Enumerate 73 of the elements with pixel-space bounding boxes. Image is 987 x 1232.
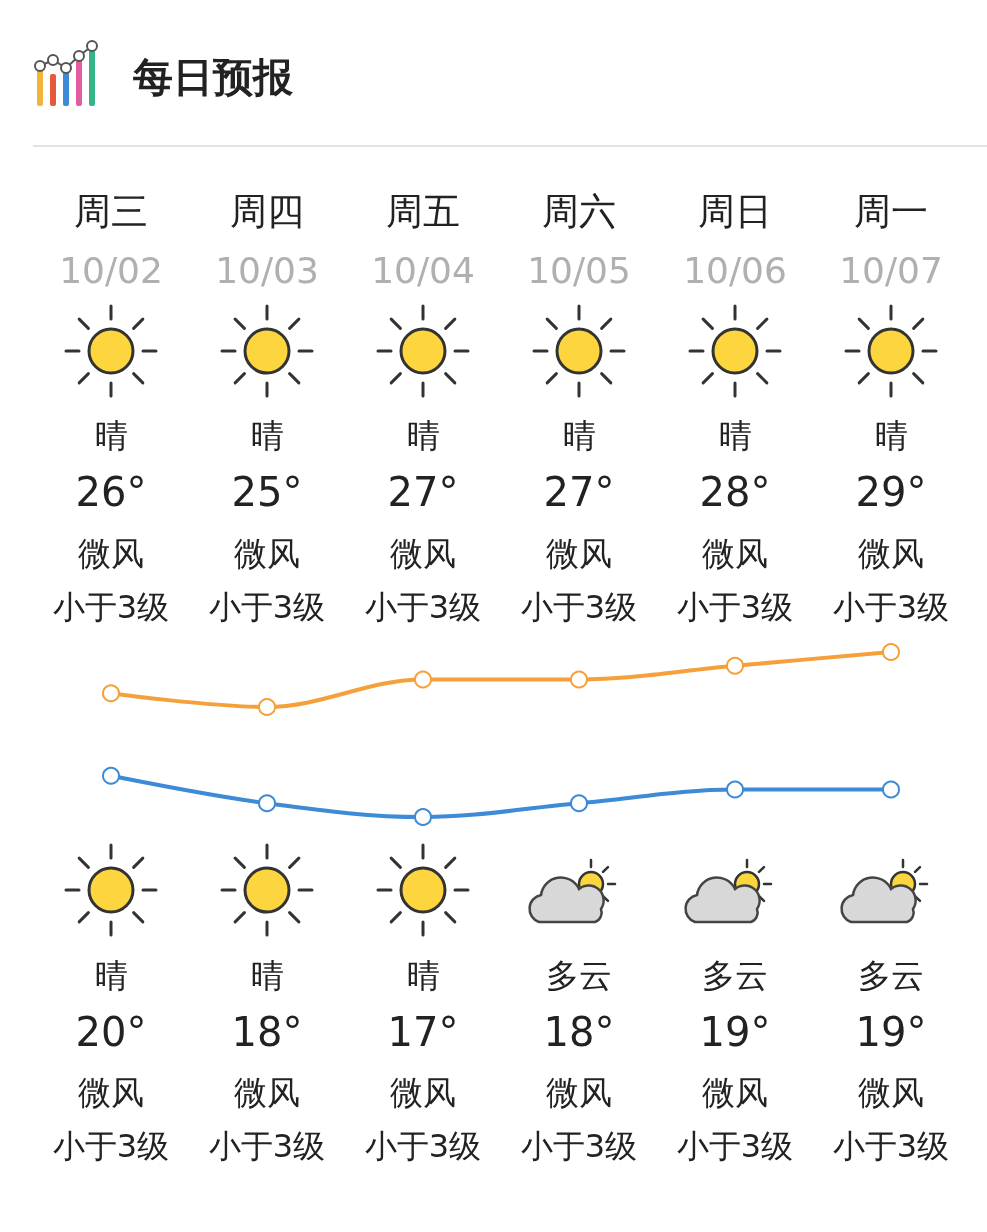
- point: [570, 794, 588, 813]
- data-label: 27°: [387, 469, 459, 515]
- x-tick-label: 周五: [386, 190, 460, 233]
- x-tick-label: 周三: [74, 190, 148, 233]
- text: 小于3级: [520, 1127, 638, 1165]
- x-tick-label: 周六: [542, 190, 616, 233]
- data-label: 20°: [75, 1009, 147, 1055]
- text: 小于3级: [520, 588, 638, 626]
- data-label: 18°: [543, 1009, 615, 1055]
- text: 微风: [702, 1072, 768, 1112]
- point: [726, 780, 744, 799]
- text: 微风: [858, 1072, 924, 1112]
- data-label: 27°: [543, 469, 615, 515]
- text: 10/05: [527, 249, 631, 291]
- point: [882, 780, 900, 799]
- text: 小于3级: [832, 1127, 950, 1165]
- point: [258, 698, 276, 716]
- text: 小于3级: [676, 588, 794, 626]
- text: 晴: [718, 415, 752, 455]
- text: 微风: [390, 533, 456, 573]
- x-tick-label: 周四: [230, 190, 304, 233]
- text: 微风: [546, 1072, 612, 1112]
- text: 10/03: [215, 249, 319, 291]
- text: 晴: [250, 955, 284, 995]
- text: 晴: [94, 415, 128, 455]
- point: [414, 808, 432, 826]
- text: 10/04: [371, 249, 475, 291]
- data-label: 19°: [699, 1009, 771, 1055]
- point: [570, 670, 588, 689]
- text: 微风: [546, 533, 612, 573]
- point: [414, 670, 432, 689]
- point: [882, 643, 900, 661]
- text: 晴: [562, 415, 596, 455]
- text: 多云: [702, 955, 768, 995]
- text: 多云: [858, 955, 924, 995]
- text: 微风: [702, 533, 768, 573]
- point: [102, 766, 120, 785]
- text: 小于3级: [364, 588, 482, 626]
- text: 10/06: [683, 249, 787, 291]
- chart-title: 每日预报: [132, 54, 294, 100]
- text: 微风: [858, 533, 924, 573]
- data-label: 25°: [231, 469, 303, 515]
- point: [102, 684, 120, 703]
- data-label: 18°: [231, 1009, 303, 1055]
- text: 10/07: [839, 249, 943, 291]
- text: 晴: [406, 415, 440, 455]
- x-tick-label: 周日: [698, 190, 772, 233]
- text: 10/02: [59, 249, 163, 291]
- text: 微风: [234, 533, 300, 573]
- text: 小于3级: [208, 1127, 326, 1165]
- text: 小于3级: [208, 588, 326, 626]
- text: 晴: [94, 955, 128, 995]
- point: [258, 794, 276, 813]
- text: 小于3级: [52, 1127, 170, 1165]
- text: 小于3级: [364, 1127, 482, 1165]
- data-label: 17°: [387, 1009, 459, 1055]
- text: 小于3级: [52, 588, 170, 626]
- text: 晴: [874, 415, 908, 455]
- text: 多云: [546, 955, 612, 995]
- data-label: 26°: [75, 469, 147, 515]
- point: [726, 656, 744, 675]
- text: 微风: [78, 1072, 144, 1112]
- text: 小于3级: [832, 588, 950, 626]
- text: 晴: [406, 955, 440, 995]
- data-label: 28°: [699, 469, 771, 515]
- text: 微风: [390, 1072, 456, 1112]
- text: 微风: [234, 1072, 300, 1112]
- data-label: 19°: [855, 1009, 927, 1055]
- data-label: 29°: [855, 469, 927, 515]
- text: 晴: [250, 415, 284, 455]
- text: 微风: [78, 533, 144, 573]
- text: 小于3级: [676, 1127, 794, 1165]
- x-tick-label: 周一: [854, 190, 928, 233]
